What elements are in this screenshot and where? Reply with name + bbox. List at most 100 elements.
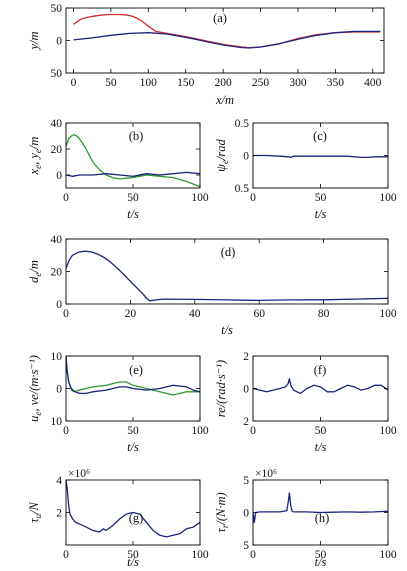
- panel-g: 0 50 100 2 4 (g) t/s τu​/N ×10⁶: [27, 468, 209, 569]
- y-tick-label: 40: [51, 118, 63, 130]
- y-tick-label: 4: [56, 475, 62, 487]
- y-axis-label: re/(rad·s⁻¹): [214, 360, 228, 417]
- x-tick-label: 0: [63, 308, 69, 320]
- y-tick-label: 0: [56, 170, 62, 182]
- panel-a: 0 50 100 150 200 250 300 350 400 50 0 50 (a) x/m y/m: [27, 3, 385, 107]
- x-tick-label: 100: [140, 77, 158, 89]
- series-line-2: [66, 356, 200, 395]
- x-tick-label: 100: [379, 308, 397, 320]
- y-axis-label: xe​, ye​/m: [27, 137, 43, 176]
- panel-label: (e): [129, 363, 143, 377]
- y-tick-label: 0.5: [235, 118, 250, 130]
- x-tick-label: 40: [189, 308, 201, 320]
- panel-label: (g): [129, 511, 144, 525]
- y-multiplier: ×10⁶: [68, 468, 90, 480]
- series-line-1: [66, 480, 200, 538]
- x-axis-label: t/s: [315, 207, 327, 221]
- y-tick-label: 0: [243, 151, 249, 163]
- y-tick-label: 0: [243, 508, 249, 520]
- y-tick-label: 20: [51, 267, 63, 279]
- x-tick-label: 100: [191, 549, 209, 561]
- x-tick-label: 50: [127, 549, 139, 561]
- x-tick-label: 0: [63, 549, 69, 561]
- x-axis-label: x/m: [215, 93, 234, 107]
- x-tick-label: 100: [191, 425, 209, 437]
- series-line-2: [66, 171, 200, 177]
- x-tick-label: 20: [125, 308, 137, 320]
- y-multiplier: ×10⁶: [255, 468, 277, 480]
- x-tick-label: 0: [63, 192, 69, 204]
- x-axis-label: t/s: [315, 555, 327, 569]
- y-tick-label: 2: [243, 351, 249, 363]
- x-axis-label: t/s: [315, 440, 327, 454]
- y-axis-label: τr​/(N·m): [214, 492, 230, 532]
- y-axis-label: de​/m: [27, 260, 43, 283]
- x-tick-label: 50: [127, 425, 139, 437]
- x-tick-label: 100: [379, 425, 397, 437]
- y-tick-label: 2: [243, 416, 249, 428]
- y-tick-label: 5: [243, 540, 249, 552]
- y-tick-label: 50: [51, 3, 63, 15]
- y-tick-label: 0: [56, 384, 62, 396]
- x-tick-label: 50: [127, 192, 139, 204]
- x-tick-label: 0: [250, 549, 256, 561]
- y-tick-label: 10: [51, 351, 63, 363]
- y-axis-label: τu​/N: [27, 501, 43, 522]
- series-line-1: [66, 134, 200, 188]
- y-tick-label: 0: [56, 299, 62, 311]
- series-line-1: [66, 362, 200, 396]
- x-axis-label: t/s: [127, 207, 139, 221]
- x-tick-label: 50: [105, 77, 117, 89]
- x-tick-label: 80: [318, 308, 330, 320]
- panel-d: 0 20 40 60 80 100 0 20 40 (d) t/s de​/m: [27, 234, 397, 337]
- series-line-2: [73, 30, 381, 49]
- x-axis-label: t/s: [221, 323, 233, 337]
- x-tick-label: 100: [191, 192, 209, 204]
- panel-label: (b): [129, 129, 144, 143]
- panel-label: (f): [314, 363, 327, 377]
- panel-b: 0 50 100 0 20 40 (b) t/s xe​, ye​/m: [27, 118, 209, 221]
- y-axis-label: ue​, ve/(m·s⁻¹): [27, 355, 43, 422]
- x-tick-label: 50: [315, 425, 327, 437]
- y-tick-label: 0: [56, 36, 62, 48]
- x-tick-label: 60: [253, 308, 265, 320]
- y-tick-label: 0: [243, 384, 249, 396]
- series-line-1: [253, 492, 388, 523]
- y-tick-label: 2: [56, 508, 62, 520]
- x-tick-label: 100: [379, 549, 397, 561]
- x-tick-label: 100: [379, 192, 397, 204]
- x-axis-label: t/s: [127, 555, 139, 569]
- x-tick-label: 0: [250, 425, 256, 437]
- y-tick-label: 5: [243, 475, 249, 487]
- x-tick-label: 350: [327, 77, 345, 89]
- x-tick-label: 0: [63, 425, 69, 437]
- series-line-1: [253, 154, 388, 159]
- y-tick-label: 0.5: [235, 183, 250, 195]
- x-tick-label: 400: [364, 77, 382, 89]
- y-tick-label: 40: [51, 234, 63, 246]
- x-tick-label: 0: [250, 192, 256, 204]
- x-axis-label: t/s: [127, 440, 139, 454]
- panel-label: (c): [313, 129, 327, 143]
- y-tick-label: 50: [51, 68, 63, 80]
- x-tick-label: 200: [215, 77, 233, 89]
- y-tick-label: 10: [51, 416, 63, 428]
- x-tick-label: 300: [289, 77, 307, 89]
- panel-label: (h): [315, 511, 330, 525]
- series-line-1: [253, 378, 388, 395]
- x-tick-label: 250: [252, 77, 270, 89]
- x-tick-label: 0: [71, 77, 77, 89]
- x-tick-label: 50: [315, 192, 327, 204]
- x-tick-label: 150: [177, 77, 195, 89]
- y-tick-label: 20: [51, 144, 63, 156]
- panel-label: (a): [213, 11, 227, 25]
- x-tick-label: 50: [315, 549, 327, 561]
- y-axis-label: ψe​/rad: [214, 138, 230, 171]
- y-axis-label: y/m: [27, 31, 41, 51]
- panel-label: (d): [221, 245, 236, 259]
